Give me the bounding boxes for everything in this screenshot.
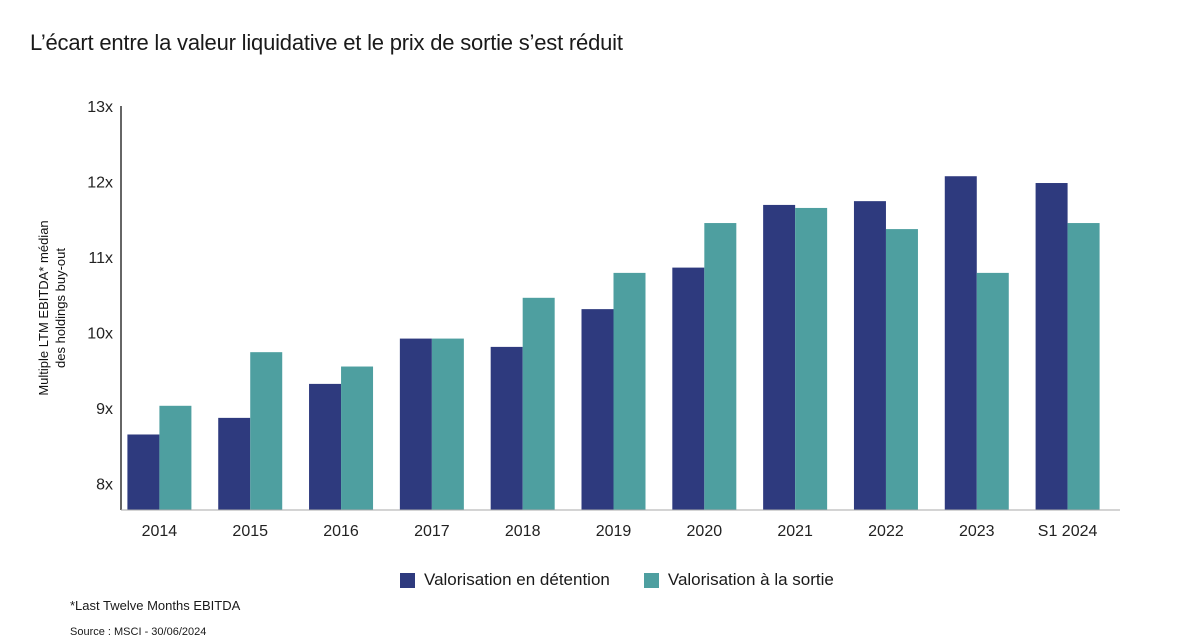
legend-label-detention: Valorisation en détention <box>424 570 610 589</box>
y-axis-label-line1: Multiple LTM EBITDA* médian <box>36 220 51 395</box>
bar-detention-2023 <box>944 176 977 511</box>
bar-detention-2020 <box>672 267 705 510</box>
bar-sortie-2021 <box>795 207 828 511</box>
legend-item-sortie: Valorisation à la sortie <box>643 570 834 590</box>
x-axis-ticks: 2014 2015 2016 2017 2018 2019 2020 2021 2022 2023… <box>142 523 1098 540</box>
legend: Valorisation en détention Valorisation à… <box>400 570 834 590</box>
x-tick-label: 2023 <box>959 523 995 540</box>
bar-sortie-S1-2024 <box>1067 223 1100 510</box>
x-tick-label: 2022 <box>868 523 904 540</box>
bar-sortie-2018 <box>522 297 555 510</box>
bar-detention-2021 <box>763 204 796 510</box>
bar-detention-2017 <box>399 338 432 510</box>
legend-swatch-sortie <box>643 572 659 588</box>
bar-sortie-2020 <box>704 223 737 510</box>
x-tick-label: 2015 <box>232 523 268 540</box>
legend-swatch-detention <box>400 572 415 588</box>
bar-sortie-2022 <box>885 229 918 511</box>
bar-sortie-2014 <box>159 405 192 510</box>
y-tick-label: 13x <box>87 99 113 116</box>
x-tick-label: 2021 <box>777 523 813 540</box>
x-tick-label: 2016 <box>323 523 359 540</box>
source-note: Source : MSCI - 30/06/2024 <box>70 626 207 638</box>
x-tick-label: 2017 <box>414 523 450 540</box>
legend-label-sortie: Valorisation à la sortie <box>667 570 834 589</box>
bar-sortie-2016 <box>341 366 374 510</box>
y-tick-label: 10x <box>87 326 113 343</box>
bar-detention-2022 <box>853 201 886 511</box>
bar-detention-2015 <box>218 417 251 510</box>
x-tick-label: S1 2024 <box>1038 523 1098 540</box>
y-tick-label: 9x <box>96 401 113 418</box>
bar-detention-2018 <box>490 346 523 510</box>
y-tick-label: 8x <box>96 477 113 494</box>
bar-detention-2016 <box>309 383 342 510</box>
y-axis-ticks: 8x 9x 10x 11x 12x 13x <box>87 99 113 494</box>
x-tick-label: 2014 <box>142 523 178 540</box>
footnote: *Last Twelve Months EBITDA <box>70 598 241 613</box>
bar-sortie-2015 <box>250 352 283 510</box>
bar-detention-2014 <box>127 434 160 510</box>
bar-detention-S1-2024 <box>1035 183 1068 510</box>
y-tick-label: 11x <box>88 250 113 267</box>
bars-group <box>127 176 1100 511</box>
x-tick-label: 2020 <box>687 523 723 540</box>
x-tick-label: 2018 <box>505 523 541 540</box>
x-tick-label: 2019 <box>596 523 632 540</box>
bar-sortie-2017 <box>431 338 464 510</box>
bar-sortie-2023 <box>976 272 1009 510</box>
bar-sortie-2019 <box>613 272 646 510</box>
y-axis-label-line2: des holdings buy-out <box>53 248 68 368</box>
y-tick-label: 12x <box>87 175 113 192</box>
legend-item-detention: Valorisation en détention <box>400 570 610 590</box>
bar-detention-2019 <box>581 309 614 510</box>
chart-title: L’écart entre la valeur liquidative et l… <box>30 30 623 55</box>
